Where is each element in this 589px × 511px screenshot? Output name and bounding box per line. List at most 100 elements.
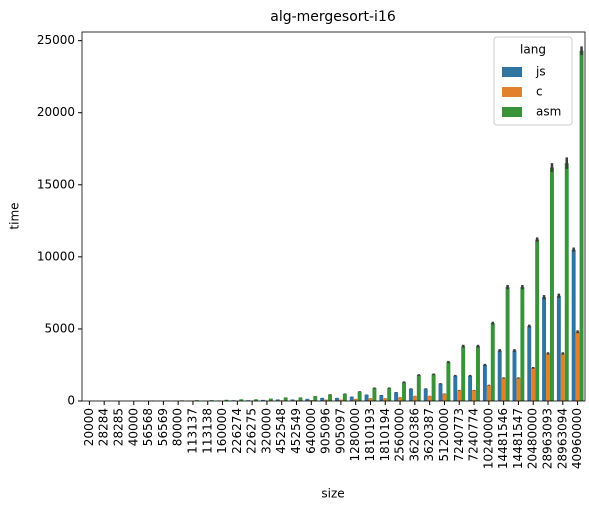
- x-tick-label: 113137: [185, 408, 199, 454]
- bar: [394, 392, 399, 401]
- x-tick-label: 452548: [274, 408, 288, 454]
- bar: [194, 400, 199, 401]
- bar: [490, 323, 495, 401]
- x-tick-label: 56569: [156, 408, 170, 446]
- x-tick-label: 452549: [289, 408, 303, 454]
- y-tick-label: 5000: [44, 321, 75, 335]
- bar: [472, 390, 477, 401]
- bar: [468, 375, 473, 401]
- bar: [412, 395, 417, 401]
- x-tick-label: 20000: [82, 408, 96, 446]
- bar: [372, 388, 377, 401]
- x-tick-label: 160000: [215, 408, 229, 454]
- x-tick-label: 7240773: [452, 408, 466, 461]
- x-tick-label: 5120000: [437, 408, 451, 461]
- x-axis-label: size: [321, 487, 344, 501]
- legend-swatch: [502, 87, 522, 97]
- legend-swatch: [502, 67, 522, 77]
- bar: [560, 353, 565, 401]
- bar: [427, 395, 432, 401]
- legend-label: js: [535, 65, 546, 79]
- y-tick-label: 10000: [37, 249, 75, 263]
- bar: [486, 385, 491, 401]
- x-tick-label: 2560000: [393, 408, 407, 461]
- bar: [457, 390, 462, 401]
- y-tick-label: 20000: [37, 105, 75, 119]
- plot-frame: [81, 31, 586, 402]
- bar: [268, 398, 273, 401]
- bar: [357, 391, 362, 401]
- bar: [516, 377, 521, 401]
- bar: [342, 393, 347, 401]
- y-tick-label: 25000: [37, 33, 75, 47]
- bar: [501, 377, 506, 401]
- bar: [254, 399, 259, 401]
- bar: [364, 394, 369, 401]
- y-tick-label: 15000: [37, 177, 75, 191]
- bar: [328, 394, 333, 401]
- x-tick-label: 28963094: [555, 408, 569, 469]
- bar: [290, 399, 295, 401]
- x-tick-label: 905096: [319, 408, 333, 454]
- legend-box: [493, 36, 573, 126]
- x-tick-label: 226275: [245, 408, 259, 454]
- bar: [334, 397, 339, 401]
- x-tick-label: 226274: [230, 408, 244, 454]
- bar: [476, 346, 480, 401]
- bar: [224, 399, 229, 401]
- bar: [535, 239, 540, 401]
- bar: [531, 367, 536, 401]
- bar: [261, 399, 265, 401]
- bar: [431, 374, 436, 401]
- bar: [402, 382, 406, 401]
- bar: [512, 350, 517, 401]
- bar: [353, 398, 358, 401]
- legend-swatch: [502, 107, 522, 117]
- legend-label: asm: [536, 105, 561, 119]
- x-tick-label: 905097: [333, 408, 347, 454]
- bar: [520, 287, 525, 401]
- bar: [549, 167, 554, 401]
- bar: [505, 287, 510, 401]
- bar: [383, 398, 388, 401]
- bar: [209, 400, 214, 401]
- bar: [546, 353, 550, 401]
- bar: [571, 249, 576, 401]
- x-tick-label: 320000: [259, 408, 273, 454]
- x-tick-label: 1810194: [378, 408, 392, 461]
- legend-label: c: [536, 85, 543, 99]
- x-tick-label: 1810193: [363, 408, 377, 461]
- bar: [298, 397, 303, 401]
- bar: [379, 395, 384, 401]
- x-tick-label: 56568: [141, 408, 155, 446]
- chart-title: alg-mergesort-i16: [270, 9, 396, 25]
- x-tick-label: 40960000: [570, 408, 584, 469]
- bar: [320, 397, 325, 401]
- x-tick-label: 14481546: [496, 408, 510, 469]
- bar: [556, 295, 561, 401]
- bar: [416, 375, 421, 401]
- x-tick-label: 80000: [171, 408, 185, 446]
- x-tick-label: 28963093: [541, 408, 555, 469]
- bar: [527, 326, 532, 401]
- x-tick-label: 14481547: [511, 408, 525, 469]
- bar: [398, 397, 403, 401]
- x-tick-label: 3620386: [407, 408, 421, 461]
- bar: [575, 331, 580, 401]
- x-tick-label: 28285: [111, 408, 125, 446]
- bar: [349, 396, 354, 401]
- bar: [579, 50, 584, 401]
- x-tick-label: 3620387: [422, 408, 436, 461]
- bar: [564, 163, 569, 401]
- bar: [313, 396, 318, 401]
- bar: [275, 399, 280, 401]
- bar: [542, 297, 547, 401]
- bar: [239, 399, 244, 401]
- bar: [446, 362, 451, 401]
- bar: [283, 397, 288, 401]
- bar: [368, 398, 373, 401]
- bar: [461, 346, 466, 401]
- bar: [387, 388, 392, 401]
- x-tick-label: 40000: [126, 408, 140, 446]
